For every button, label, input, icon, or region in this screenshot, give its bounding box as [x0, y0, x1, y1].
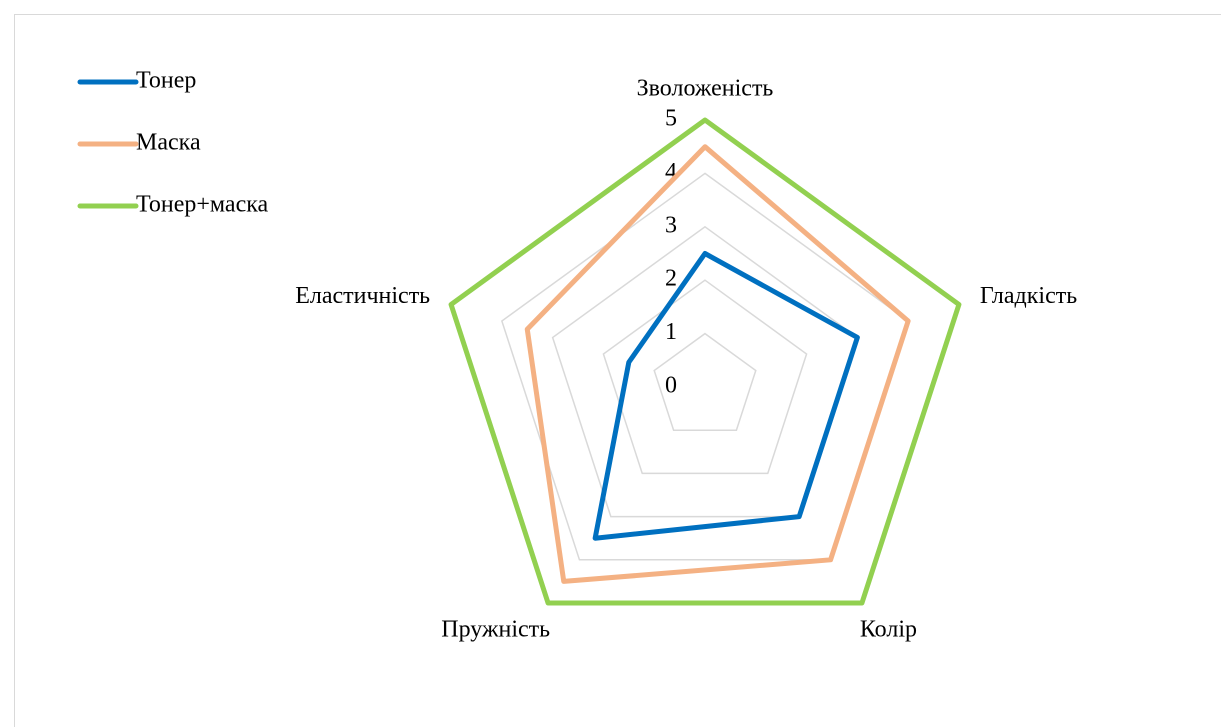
category-label: Еластичність [295, 283, 430, 309]
category-label: Пружність [441, 616, 550, 642]
series-line [524, 144, 911, 584]
grid-ring [602, 279, 808, 475]
grid-ring [653, 332, 757, 431]
category-label: Гладкість [980, 283, 1077, 309]
grid-ring [500, 172, 910, 561]
series-line [448, 117, 962, 606]
chart-frame [14, 14, 1221, 727]
r-tick-label: 0 [665, 373, 677, 399]
r-tick-label: 2 [665, 266, 677, 292]
category-label: Колір [860, 616, 917, 642]
legend-label: Тонер+маска [136, 192, 269, 218]
legend-label: Маска [136, 130, 201, 156]
category-label: Зволоженість [637, 76, 774, 102]
grid-ring [551, 225, 859, 518]
r-tick-label: 1 [665, 319, 677, 345]
r-tick-label: 3 [665, 212, 677, 238]
r-tick-label: 5 [665, 106, 677, 132]
series-line [592, 251, 860, 541]
legend-label: Тонер [136, 68, 196, 94]
